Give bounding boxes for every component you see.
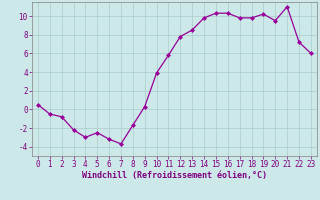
X-axis label: Windchill (Refroidissement éolien,°C): Windchill (Refroidissement éolien,°C) — [82, 171, 267, 180]
